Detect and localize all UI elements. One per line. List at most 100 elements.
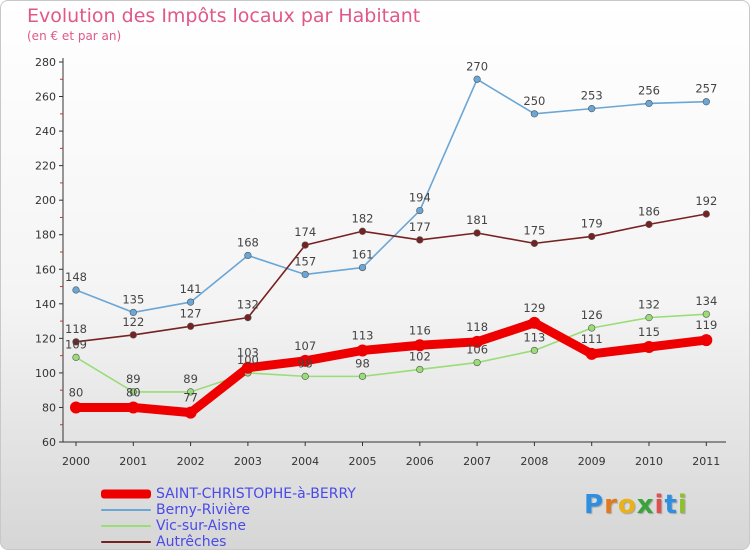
data-point-2 (72, 353, 80, 361)
data-label-2: 100 (237, 353, 259, 367)
data-point-3 (358, 227, 367, 235)
data-point-0 (585, 347, 598, 360)
data-point-0 (241, 361, 254, 374)
data-label-0: 116 (409, 323, 431, 337)
data-label-3: 175 (523, 223, 545, 237)
legend-label: Autrêches (156, 534, 227, 550)
data-label-3: 174 (294, 225, 316, 239)
data-label-2: 89 (183, 372, 198, 386)
data-point-2 (473, 358, 481, 367)
data-label-0: 103 (237, 346, 259, 360)
data-label-0: 129 (523, 301, 545, 315)
data-point-2 (301, 372, 309, 380)
data-point-0 (643, 341, 655, 353)
data-point-0 (299, 354, 312, 367)
logo-letter: r (604, 490, 618, 520)
series-points (70, 75, 713, 419)
data-point-1 (702, 98, 710, 106)
data-point-1 (473, 75, 481, 83)
y-tick-label: 200 (35, 194, 56, 207)
x-tick-label: 2011 (692, 455, 720, 468)
data-point-2 (588, 324, 596, 332)
data-label-2: 126 (581, 308, 603, 322)
axes: 60 80 100 120 140 160 180 200 220 240 260 280 2000 20… (35, 56, 726, 468)
data-point-0 (127, 401, 140, 414)
data-point-3 (473, 229, 481, 237)
data-label-1: 157 (294, 254, 316, 268)
data-label-3: 182 (352, 211, 374, 225)
data-point-3 (244, 314, 252, 322)
x-tick-label: 2006 (406, 455, 434, 468)
data-label-3: 127 (180, 306, 202, 320)
y-tick-label: 220 (35, 160, 56, 173)
y-tick-label: 80 (42, 401, 56, 414)
data-point-3 (129, 331, 137, 339)
data-label-2: 134 (695, 294, 717, 308)
data-point-2 (645, 314, 653, 322)
data-point-0 (413, 339, 426, 352)
data-point-0 (184, 406, 197, 419)
data-point-3 (416, 236, 424, 244)
x-tick-label: 2002 (177, 455, 205, 468)
y-tick-label: 260 (35, 91, 56, 104)
data-label-3: 122 (122, 315, 144, 329)
y-tick-label: 60 (42, 436, 56, 449)
y-tick-label: 280 (35, 56, 56, 69)
data-point-2 (358, 372, 367, 380)
data-label-1: 257 (695, 82, 717, 96)
legend-label: Vic-sur-Aisne (156, 518, 246, 534)
x-tick-label: 2001 (119, 455, 147, 468)
data-point-1 (358, 263, 367, 272)
data-label-0: 111 (581, 332, 603, 346)
data-label-3: 181 (466, 213, 488, 227)
data-label-0: 80 (126, 385, 141, 399)
data-point-2 (702, 310, 710, 318)
legend-label: SAINT-CHRISTOPHE-à-BERRY (156, 486, 356, 502)
data-point-1 (129, 308, 137, 317)
data-label-0: 115 (638, 325, 660, 339)
legend-swatch (101, 541, 151, 543)
x-tick-label: 2008 (520, 455, 548, 468)
data-point-1 (187, 298, 195, 306)
data-point-0 (528, 316, 541, 329)
x-tick-label: 2000 (62, 455, 90, 468)
y-tick-label: 120 (35, 332, 56, 345)
x-tick-label: 2005 (349, 455, 377, 468)
logo-letter: i (677, 490, 688, 520)
data-label-2: 132 (638, 298, 660, 312)
x-tick-label: 2004 (291, 455, 319, 468)
data-label-3: 177 (409, 220, 431, 234)
data-label-2: 98 (355, 356, 370, 370)
data-point-1 (244, 251, 252, 260)
data-point-2 (129, 388, 137, 396)
data-label-1: 168 (237, 235, 259, 249)
data-label-0: 119 (695, 318, 717, 332)
data-label-3: 192 (695, 194, 717, 208)
x-tick-label: 2007 (463, 455, 491, 468)
data-labels: 148 135 141 168 157 161 194 270 250 253 256 257 109 8… (65, 59, 717, 404)
series-line-0 (71, 318, 711, 418)
series-line-2 (75, 313, 708, 393)
data-label-2: 106 (466, 343, 488, 357)
data-point-0 (356, 344, 369, 357)
data-label-2: 109 (65, 337, 87, 351)
y-tick-label: 140 (35, 298, 56, 311)
logo-letter: i (654, 490, 665, 520)
logo-letter: t (664, 490, 678, 520)
data-point-1 (645, 99, 653, 108)
data-label-3: 132 (237, 298, 259, 312)
legend-swatch (101, 525, 151, 527)
data-point-2 (530, 346, 539, 355)
legend-swatch (101, 509, 151, 511)
data-point-3 (72, 338, 80, 346)
chart-title: Evolution des Impôts locaux par Habitant (27, 5, 421, 27)
x-tick-label: 2010 (635, 455, 663, 468)
data-label-0: 77 (183, 391, 198, 405)
data-label-1: 141 (180, 282, 202, 296)
data-label-0: 118 (466, 320, 488, 334)
data-label-0: 107 (294, 339, 316, 353)
legend-swatch (101, 489, 151, 499)
data-label-1: 135 (122, 292, 144, 306)
